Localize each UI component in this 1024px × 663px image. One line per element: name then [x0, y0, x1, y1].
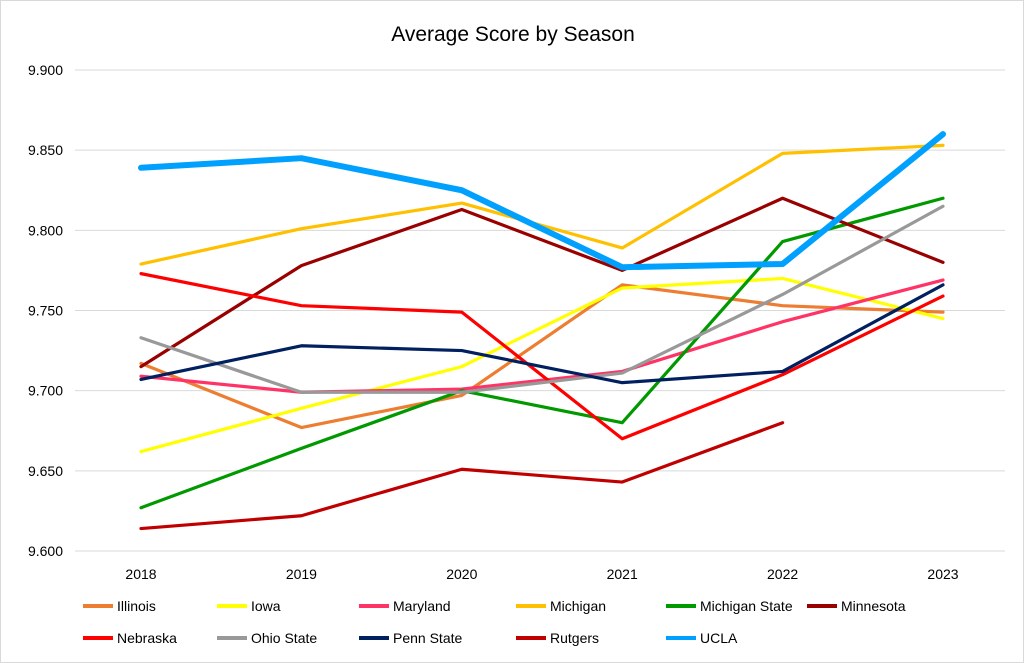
legend-label: Rutgers	[550, 630, 599, 646]
x-tick-label: 2018	[125, 566, 156, 582]
y-tick-label: 9.650	[28, 463, 63, 479]
legend-item: Penn State	[359, 630, 462, 646]
y-tick-label: 9.750	[28, 303, 63, 319]
legend-label: Ohio State	[251, 630, 317, 646]
series-line-michigan-state	[139, 196, 945, 510]
series-line-nebraska	[139, 272, 945, 441]
legend-item: Minnesota	[807, 598, 906, 614]
legend-label: Michigan	[550, 598, 606, 614]
y-tick-label: 9.600	[28, 543, 63, 559]
legend-label: Maryland	[393, 598, 451, 614]
legend-label: Iowa	[251, 598, 281, 614]
series-line-iowa	[139, 276, 945, 454]
x-tick-label: 2021	[607, 566, 638, 582]
x-tick-label: 2022	[767, 566, 798, 582]
legend: Illinois Iowa Maryland Michigan Michigan Sta…	[83, 598, 906, 646]
legend-item: Nebraska	[83, 630, 177, 646]
legend-item: Illinois	[83, 598, 156, 614]
chart-title: Average Score by Season	[391, 23, 635, 46]
legend-item: Iowa	[217, 598, 281, 614]
legend-label: UCLA	[700, 630, 738, 646]
y-tick-label: 9.800	[28, 222, 63, 238]
y-tick-label: 9.850	[28, 142, 63, 158]
x-tick-label: 2019	[286, 566, 317, 582]
legend-item: Rutgers	[516, 630, 599, 646]
series-line-ohio-state	[139, 204, 945, 394]
legend-label: Nebraska	[117, 630, 177, 646]
legend-item: Maryland	[359, 598, 451, 614]
y-tick-label: 9.900	[28, 62, 63, 78]
x-tick-label: 2023	[927, 566, 958, 582]
series-line-ucla	[138, 131, 946, 271]
legend-item: Michigan State	[666, 598, 793, 614]
legend-label: Minnesota	[841, 598, 906, 614]
series-line-penn-state	[139, 283, 945, 385]
legend-item: UCLA	[666, 630, 738, 646]
series-line-rutgers	[139, 421, 785, 531]
series-lines	[138, 131, 946, 531]
y-tick-label: 9.700	[28, 383, 63, 399]
y-axis-ticks: 9.600 9.650 9.700 9.750 9.800 9.850 9.900	[28, 62, 63, 559]
legend-item: Ohio State	[217, 630, 317, 646]
legend-label: Penn State	[393, 630, 462, 646]
series-line-maryland	[139, 278, 945, 394]
series-line-minnesota	[139, 196, 945, 369]
legend-label: Michigan State	[700, 598, 793, 614]
legend-label: Illinois	[117, 598, 156, 614]
x-tick-label: 2020	[446, 566, 477, 582]
x-axis-ticks: 2018 2019 2020 2021 2022 2023	[125, 566, 958, 582]
legend-item: Michigan	[516, 598, 606, 614]
